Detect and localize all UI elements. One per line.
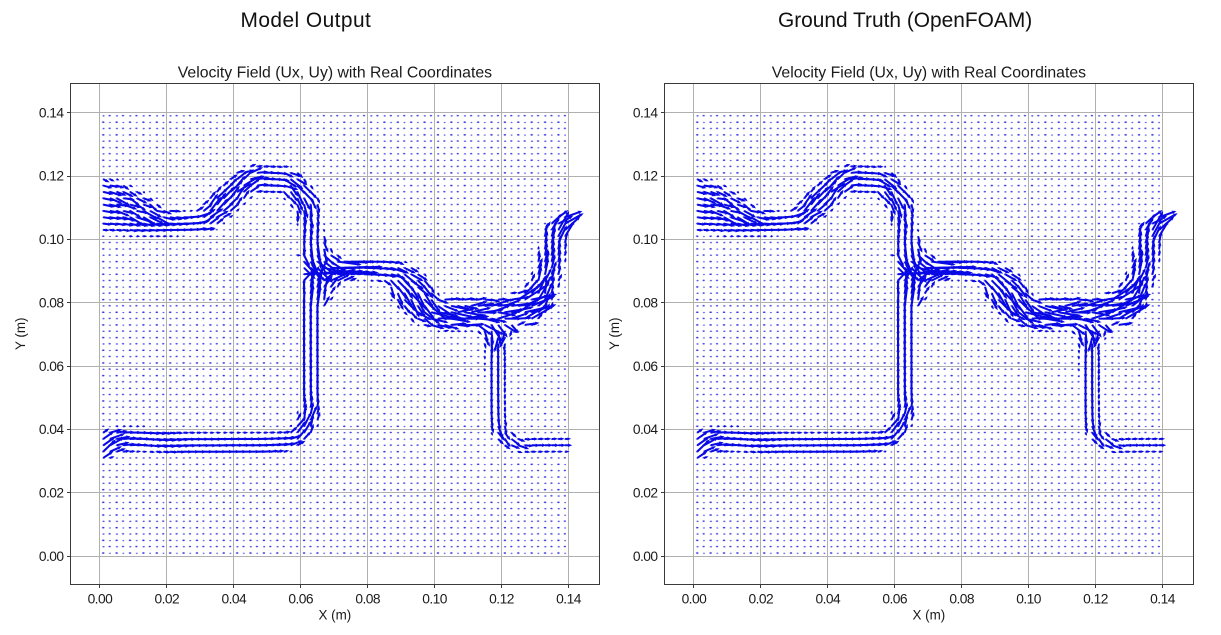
svg-text:0.12: 0.12 xyxy=(39,169,64,184)
svg-text:0.04: 0.04 xyxy=(39,422,65,437)
svg-text:0.14: 0.14 xyxy=(39,105,65,120)
svg-text:Ground Truth (OpenFOAM): Ground Truth (OpenFOAM) xyxy=(778,9,1032,32)
svg-text:0.06: 0.06 xyxy=(288,591,314,606)
svg-text:Model Output: Model Output xyxy=(240,9,371,32)
svg-text:Velocity Field (Ux, Uy) with R: Velocity Field (Ux, Uy) with Real Coordi… xyxy=(178,64,492,81)
svg-text:0.14: 0.14 xyxy=(556,591,582,606)
svg-text:0.02: 0.02 xyxy=(39,486,64,501)
svg-text:0.00: 0.00 xyxy=(39,549,65,564)
svg-text:0.12: 0.12 xyxy=(489,591,514,606)
svg-text:0.10: 0.10 xyxy=(39,232,65,247)
svg-text:0.10: 0.10 xyxy=(422,591,448,606)
svg-text:0.02: 0.02 xyxy=(154,591,179,606)
svg-text:0.08: 0.08 xyxy=(355,591,381,606)
svg-text:0.00: 0.00 xyxy=(88,591,114,606)
svg-text:X (m): X (m) xyxy=(319,608,352,623)
svg-text:0.06: 0.06 xyxy=(39,359,65,374)
svg-text:0.08: 0.08 xyxy=(39,296,65,311)
svg-text:0.04: 0.04 xyxy=(221,591,247,606)
svg-text:Y (m): Y (m) xyxy=(13,318,28,350)
